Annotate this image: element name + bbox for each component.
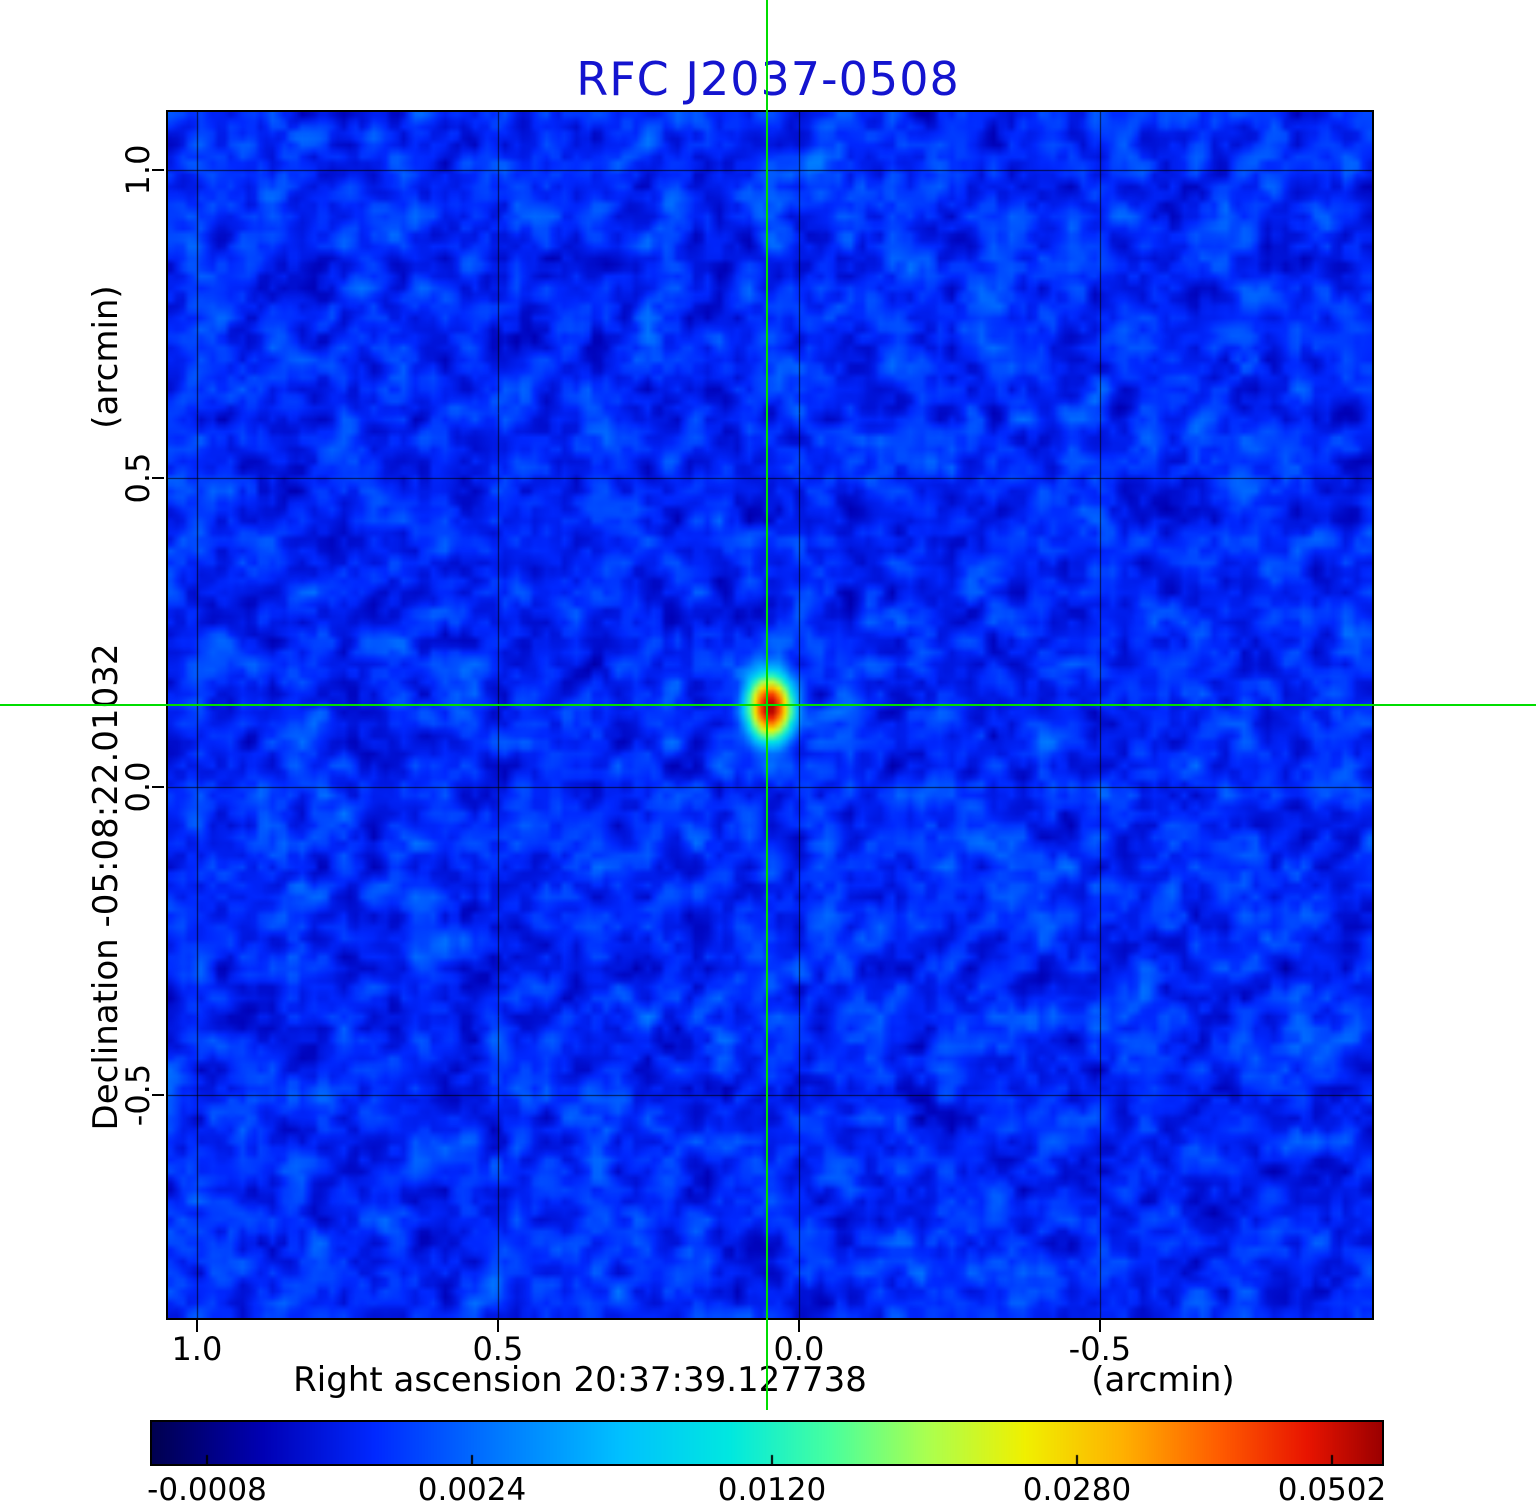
x-axis-tick-mark: [496, 1320, 499, 1332]
x-tick-label: 0.0: [773, 1330, 825, 1368]
x-tick-label: -0.5: [1068, 1330, 1132, 1368]
colorbar-tick-label: 0.0280: [1022, 1472, 1132, 1508]
sky-map-canvas: [168, 112, 1372, 1318]
y-axis-tick-mark: [152, 168, 164, 171]
y-axis-tick-mark: [152, 477, 164, 480]
figure-title: RFC J2037-0508: [576, 52, 960, 106]
y-axis-unit-label: (arcmin): [86, 285, 126, 429]
colorbar-tick-label: -0.0008: [147, 1472, 267, 1508]
crosshair-horizontal-line: [0, 704, 1536, 706]
y-axis-tick-mark: [152, 1093, 164, 1096]
sky-map-plot: [166, 110, 1374, 1320]
y-axis-tick-mark: [152, 785, 164, 788]
x-tick-label: 1.0: [171, 1330, 223, 1368]
x-axis-tick-mark: [195, 1320, 198, 1332]
colorbar: [150, 1420, 1384, 1466]
x-axis-tick-mark: [797, 1320, 800, 1332]
colorbar-tick-label: 0.0024: [417, 1472, 527, 1508]
x-axis-tick-mark: [1098, 1320, 1101, 1332]
y-axis-label: Declination -05:08:22.01032: [86, 643, 126, 1131]
x-tick-label: 0.5: [472, 1330, 524, 1368]
x-axis-unit-label: (arcmin): [1091, 1360, 1235, 1400]
colorbar-tick-label: 0.0502: [1277, 1472, 1387, 1508]
x-axis-label: Right ascension 20:37:39.127738: [293, 1360, 867, 1400]
colorbar-tick-label: 0.0120: [717, 1472, 827, 1508]
